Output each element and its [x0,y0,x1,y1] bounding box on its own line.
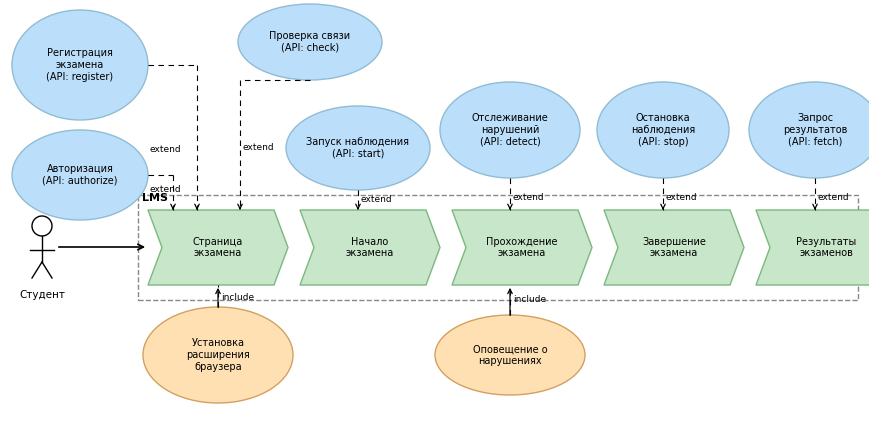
Ellipse shape [12,10,148,120]
Text: Запрос
результатов
(API: fetch): Запрос результатов (API: fetch) [782,113,846,147]
Ellipse shape [12,130,148,220]
Text: extend: extend [666,194,697,203]
Polygon shape [603,210,743,285]
Text: Запуск наблюдения
(API: start): Запуск наблюдения (API: start) [306,137,409,159]
Text: Установка
расширения
браузера: Установка расширения браузера [186,338,249,372]
Text: include: include [221,293,254,303]
Ellipse shape [440,82,580,178]
Ellipse shape [238,4,381,80]
Text: Завершение
экзамена: Завершение экзамена [641,237,705,258]
Polygon shape [452,210,591,285]
Ellipse shape [286,106,429,190]
Text: Остановка
наблюдения
(API: stop): Остановка наблюдения (API: stop) [630,113,694,147]
Text: extend: extend [817,194,849,203]
Ellipse shape [143,307,293,403]
Text: extend: extend [242,144,275,152]
Text: extend: extend [149,146,182,155]
Text: Прохождение
экзамена: Прохождение экзамена [486,237,557,258]
Bar [138,195,857,300]
Text: Результаты
экзаменов: Результаты экзаменов [795,237,855,258]
Ellipse shape [596,82,728,178]
Text: Начало
экзамена: Начало экзамена [346,237,394,258]
Text: extend: extend [513,194,544,203]
Text: extend: extend [361,195,392,205]
Polygon shape [755,210,869,285]
Ellipse shape [434,315,584,395]
Text: Отслеживание
нарушений
(API: detect): Отслеживание нарушений (API: detect) [471,113,547,147]
Polygon shape [300,210,440,285]
Text: Регистрация
экзамена
(API: register): Регистрация экзамена (API: register) [46,48,114,82]
Text: extend: extend [149,186,182,195]
Text: Студент: Студент [19,290,65,300]
Text: Проверка связи
(API: check): Проверка связи (API: check) [269,31,350,53]
Text: LMS: LMS [142,193,168,203]
Ellipse shape [748,82,869,178]
Text: Авторизация
(API: authorize): Авторизация (API: authorize) [43,164,117,186]
Polygon shape [148,210,288,285]
Text: Страница
экзамена: Страница экзамена [193,237,242,258]
Text: include: include [513,296,546,304]
Text: Оповещение о
нарушениях: Оповещение о нарушениях [472,344,547,366]
